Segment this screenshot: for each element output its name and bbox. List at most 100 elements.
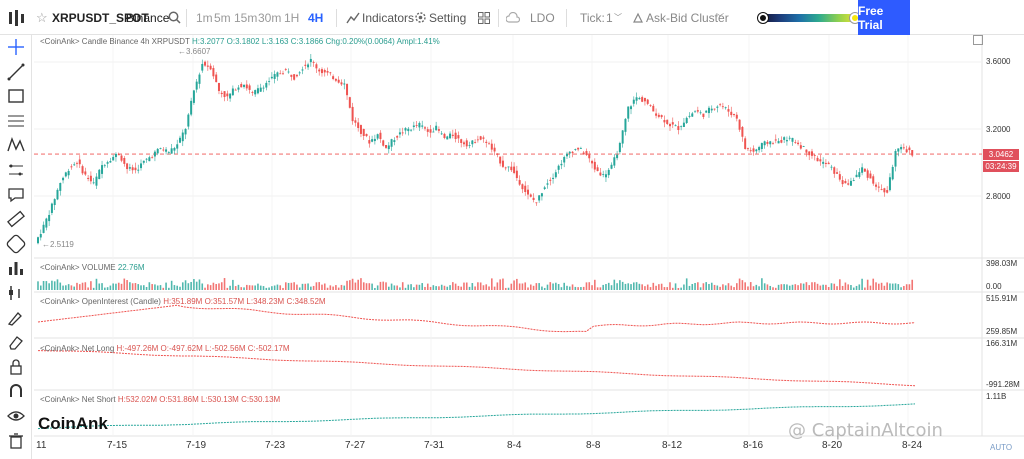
candle-body [532,197,535,201]
volume-bar [332,286,334,290]
candle-body [635,97,638,101]
volume-bar [443,285,446,290]
candle-body [265,82,268,88]
candle-body [822,161,825,164]
candle-body [98,169,101,180]
volume-bar [730,285,733,290]
indicators-button[interactable]: Indicators [362,10,415,25]
chevron-down-icon[interactable]: ﹀ [716,13,724,22]
timeframe-5m[interactable]: 5m [214,10,231,25]
lock-icon[interactable] [6,357,26,377]
candle-body [861,167,864,173]
volume-bar [705,282,707,290]
divider [566,9,567,27]
volume-bar [813,282,816,290]
volume-bar [747,286,749,290]
timeframe-1m[interactable]: 1m [196,10,213,25]
candle-body [577,147,580,150]
candle-body [733,114,736,116]
cluster-select[interactable]: Ask-Bid Cluster [646,10,729,25]
cluster-icon[interactable] [632,0,644,35]
volume-bar [649,287,652,290]
candle-body [159,147,162,149]
candle-body [254,90,257,95]
eye-icon[interactable] [6,406,26,426]
cloud-icon[interactable] [506,0,520,35]
candle-body [351,106,354,122]
timeframe-4h[interactable]: 4H [308,10,324,25]
crosshair-icon[interactable] [6,37,26,57]
candle-body [162,149,165,151]
tick-select[interactable]: 1 [606,10,613,25]
candle-body [499,156,502,164]
x-tick: 7-31 [424,440,445,451]
free-trial-button[interactable]: Free Trial [858,0,910,35]
comment-icon[interactable] [6,185,26,205]
candle-body [849,180,852,186]
volume-bar [510,283,513,290]
candle-body [607,169,610,176]
candle-body [234,89,237,91]
timeframe-15m[interactable]: 15m [234,10,258,25]
candle-body [535,202,538,204]
divider [498,9,499,27]
volume-bar [677,287,680,290]
magnet-u-icon[interactable] [6,381,26,401]
candle-body [869,173,872,179]
volume-bar [541,286,543,290]
volume-bar [326,287,329,290]
auto-scale-button[interactable]: AUTO [990,443,1013,452]
candle-body [262,87,265,89]
volume-bar [226,287,229,290]
volume-bar [390,283,393,290]
star-icon[interactable]: ☆ [36,9,48,25]
candle-body [847,183,850,185]
indicator-icon[interactable] [6,283,26,303]
heatmap-gradient-slider[interactable] [760,14,858,22]
candle-body [390,139,393,147]
indicators-icon[interactable] [346,0,360,35]
candle-body [513,166,516,173]
timeframe-1h[interactable]: 1H [284,10,300,25]
volume-bar [852,287,855,290]
slider-handle-left[interactable] [758,13,768,23]
trash-icon[interactable] [6,431,26,451]
fib-icon[interactable] [6,111,26,131]
logo-icon[interactable] [8,0,26,35]
candle-body [437,129,440,131]
volume-bar [699,287,702,290]
volume-bar [418,284,421,290]
volume-bar [855,285,858,290]
candle-body [632,99,635,104]
search-icon[interactable] [168,0,181,35]
candle-body [45,218,48,228]
symbol-name[interactable]: XRPUSDT_SPOT [52,10,149,25]
candle-body [805,149,808,153]
trend-line-icon[interactable] [6,62,26,82]
candle-body [738,119,741,130]
coin-select[interactable]: LDO [530,10,555,25]
timeframe-30m[interactable]: 30m [258,10,282,25]
candle-body [320,69,323,74]
layout-grid-icon[interactable] [478,0,490,35]
bar-chart-icon[interactable] [6,258,26,278]
volume-bar [635,282,638,290]
gear-icon[interactable] [414,0,427,35]
candle-body [315,64,318,69]
setting-button[interactable]: Setting [429,10,467,25]
candle-body [540,193,543,197]
maximize-icon[interactable] [973,35,983,45]
oi-open: O:351.57M [204,297,245,306]
chevron-down-icon[interactable]: ﹀ [614,13,622,22]
brush-icon[interactable] [6,308,26,328]
pattern-icon[interactable] [6,135,26,155]
rectangle-icon[interactable] [6,86,26,106]
volume-bar [830,283,833,290]
eraser-icon[interactable] [6,332,26,352]
volume-bar [449,285,451,290]
magnet-icon[interactable] [6,234,26,254]
volume-bar [424,286,426,290]
projection-icon[interactable] [6,160,26,180]
ruler-icon[interactable] [6,209,26,229]
